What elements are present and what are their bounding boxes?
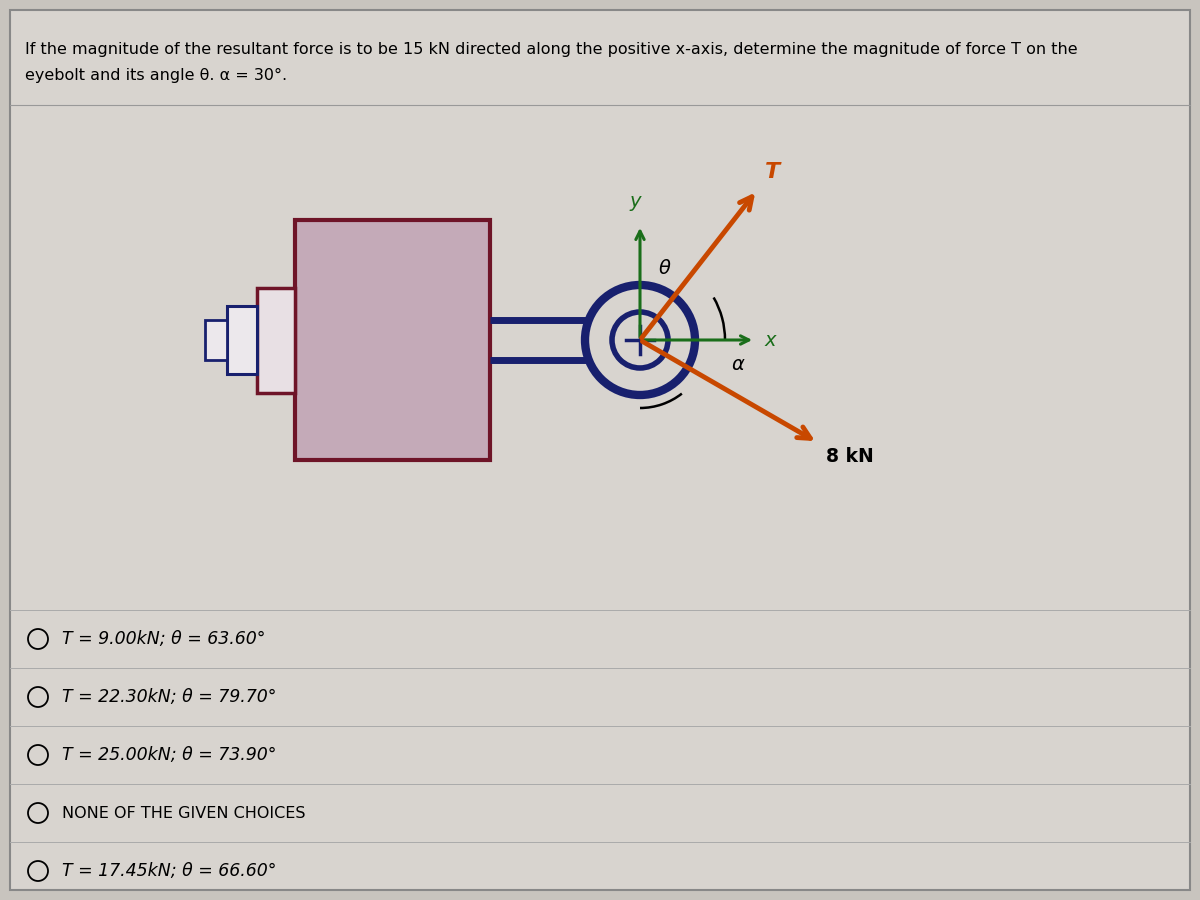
Bar (257, 287, 295, 392)
Text: T = 25.00kN; θ = 73.90°: T = 25.00kN; θ = 73.90° (62, 746, 276, 764)
Text: α: α (732, 356, 745, 374)
Text: 8 kN: 8 kN (826, 447, 874, 466)
Bar (227, 306, 257, 374)
Text: T = 22.30kN; θ = 79.70°: T = 22.30kN; θ = 79.70° (62, 688, 276, 706)
Text: y: y (629, 192, 641, 211)
Text: x: x (766, 330, 776, 349)
Text: T = 17.45kN; θ = 66.60°: T = 17.45kN; θ = 66.60° (62, 862, 276, 880)
Text: θ: θ (659, 258, 671, 277)
Text: eyebolt and its angle θ. α = 30°.: eyebolt and its angle θ. α = 30°. (25, 68, 287, 83)
Bar (295, 220, 490, 460)
Text: T: T (764, 162, 780, 183)
Text: NONE OF THE GIVEN CHOICES: NONE OF THE GIVEN CHOICES (62, 806, 306, 821)
Text: If the magnitude of the resultant force is to be 15 kN directed along the positi: If the magnitude of the resultant force … (25, 42, 1078, 57)
Bar (205, 320, 227, 360)
Text: T = 9.00kN; θ = 63.60°: T = 9.00kN; θ = 63.60° (62, 630, 265, 648)
